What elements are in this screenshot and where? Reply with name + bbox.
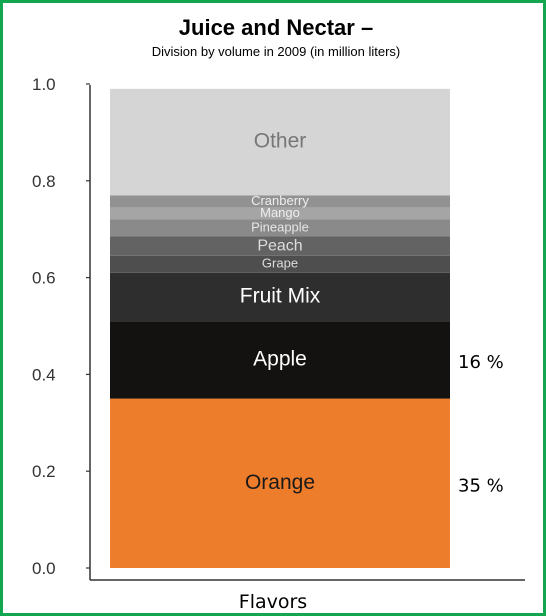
chart-title: Juice and Nectar –	[178, 15, 374, 40]
percent-labels: 35 % 16 %	[458, 352, 504, 496]
x-axis-label: Flavors	[239, 591, 307, 613]
segment-label: Pineapple	[251, 219, 309, 234]
y-tick-label: 0.4	[32, 365, 56, 384]
segment-label: Apple	[253, 347, 307, 370]
bar-segment-peach	[110, 236, 450, 256]
y-tick-label: 0.2	[32, 462, 56, 481]
segment-label: Fruit Mix	[240, 285, 321, 308]
segment-label: Grape	[262, 256, 298, 271]
bar-segment-grape	[110, 255, 450, 273]
bar-segment-other	[110, 88, 450, 196]
bar-segment-orange	[110, 398, 450, 568]
bar-segment-fruit-mix	[110, 272, 450, 322]
segment-label: Other	[254, 130, 307, 153]
y-tick-label: 0.6	[32, 269, 56, 288]
y-tick-label: 1.0	[32, 75, 56, 94]
segment-label: Cranberry	[251, 193, 309, 208]
bar-segment-pineapple	[110, 219, 450, 237]
y-axis-ticks: 0.0 0.2 0.4 0.6 0.8 1.0	[32, 75, 90, 578]
segment-label: Peach	[257, 237, 302, 254]
bar-segment-apple	[110, 321, 450, 399]
bar-segment-mango	[110, 207, 450, 220]
percent-label: 16 %	[458, 352, 504, 373]
y-tick-label: 0.0	[32, 559, 56, 578]
chart-subtitle: Division by volume in 2009 (in million l…	[151, 44, 401, 59]
y-tick-label: 0.8	[32, 172, 56, 191]
percent-label: 35 %	[458, 475, 504, 496]
segment-label: Mango	[260, 205, 300, 220]
segment-label: Orange	[245, 471, 315, 494]
bar-segments: Orange Apple Fruit Mix Grape Peach PineappleM…	[110, 88, 450, 568]
bar-segment-cranberry	[110, 195, 450, 208]
